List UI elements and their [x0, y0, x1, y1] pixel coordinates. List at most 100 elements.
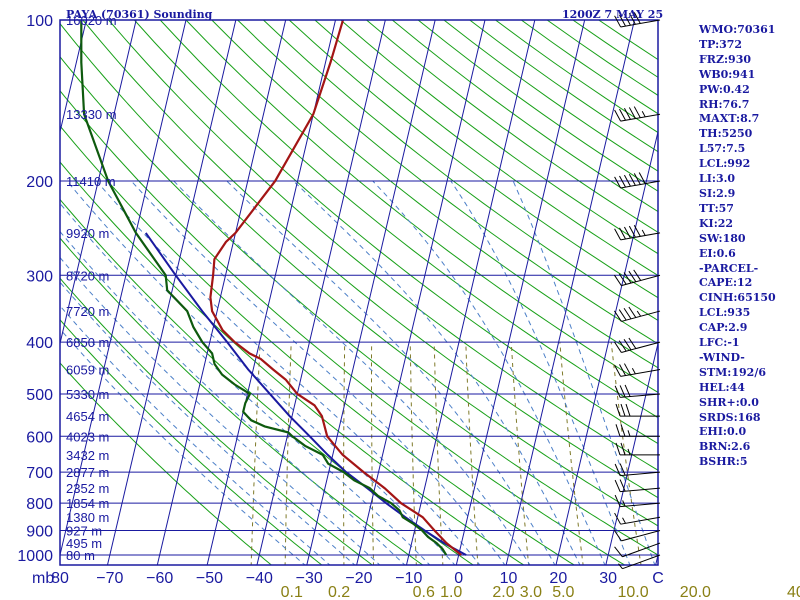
dry-adiabat: [60, 55, 658, 556]
wind-barb: [620, 516, 661, 525]
wind-barb-feather: [614, 176, 622, 189]
mixing-ratio-label: 0.2: [328, 584, 350, 600]
wind-barb-feather: [623, 226, 631, 239]
moist-adiabat: [512, 180, 656, 565]
wind-barb: [620, 471, 661, 477]
isotherm-line: [505, 20, 636, 565]
index-item: SRDS:168: [699, 410, 761, 424]
wind-barb-feather: [620, 424, 626, 437]
wind-barb: [621, 530, 661, 542]
index-item: PW:0.42: [699, 82, 750, 96]
isotherm-line: [0, 8, 39, 566]
wind-barb-feather: [622, 517, 626, 524]
mixing-ratio-label: 5.0: [552, 584, 574, 600]
dry-adiabat: [237, 20, 658, 345]
index-item: BSHR:5: [699, 455, 748, 469]
wind-barb-feather: [628, 306, 637, 318]
index-item: -PARCEL-: [699, 261, 759, 275]
wind-barb-feather: [614, 385, 621, 398]
wind-barb-feather: [615, 424, 621, 437]
wind-barb-feather: [614, 512, 622, 525]
index-item: MAXT:8.7: [699, 112, 760, 126]
height-label: 16020 m: [66, 13, 117, 28]
moist-adiabat: [60, 256, 381, 565]
mixing-ratio-line: [465, 342, 479, 565]
temperature-tick-label: −30: [296, 570, 323, 587]
index-item: LFC:-1: [699, 336, 740, 350]
wind-barb-feather: [619, 227, 626, 240]
temperature-tick-label: 0: [454, 570, 463, 587]
pressure-tick-label: 700: [26, 465, 53, 482]
dry-adiabat: [340, 20, 658, 255]
wind-barbs: [613, 12, 661, 570]
mixing-ratio-label: 20.0: [680, 584, 711, 600]
moist-adiabat: [372, 180, 606, 565]
dry-adiabat: [60, 22, 658, 527]
wind-barb-feather: [628, 270, 637, 283]
wind-barb-feather: [628, 174, 636, 186]
wind-barb: [620, 393, 661, 398]
height-label: 80 m: [66, 548, 95, 563]
mixing-ratio-label: 0.1: [281, 584, 303, 600]
wind-barb: [620, 368, 661, 377]
index-item: SW:180: [699, 231, 746, 245]
wind-barb-feather: [619, 385, 626, 398]
index-item: SI:2.9: [699, 186, 736, 200]
wind-barb-feather: [614, 546, 623, 558]
wind-barb-feather: [614, 463, 621, 476]
dry-adiabat: [60, 237, 424, 565]
index-item: -WIND-: [699, 350, 745, 364]
wind-barb-feather: [627, 448, 631, 456]
index-item: CAPE:12: [699, 276, 753, 290]
observation-time: 1200Z 7 MAY 25: [562, 8, 664, 21]
mixing-ratio-label: 0.6: [413, 584, 435, 600]
mixing-ratio-line: [610, 342, 642, 565]
wind-barb-feather: [623, 13, 631, 26]
temperature-tick-label: −10: [395, 570, 422, 587]
mixing-ratio-label: 10.0: [618, 584, 649, 600]
stability-indices-panel: WMO:70361 TP:372 FRZ:930 WB0:941 PW:0.42 RH:7…: [699, 23, 776, 470]
moist-adiabat: [293, 180, 581, 565]
wind-barb-feather: [615, 442, 621, 456]
wind-barb-feather: [623, 272, 632, 284]
index-item: TT:57: [699, 201, 734, 215]
wind-barb-feather: [619, 14, 626, 27]
wind-barb-feather: [614, 228, 622, 241]
wind-barb-feather: [636, 310, 642, 317]
isotherm-line: [256, 20, 386, 565]
dry-adiabats: [60, 20, 658, 565]
wind-barb-feather: [618, 273, 627, 285]
index-item: FRZ:930: [699, 52, 752, 66]
index-item: LCL:935: [699, 306, 751, 320]
wind-barb-feather: [631, 368, 636, 375]
wind-barb: [621, 310, 661, 322]
moist-adiabat: [60, 305, 331, 565]
plot-frame: [59, 19, 659, 566]
wind-barb-feather: [614, 15, 622, 28]
wind-barb-feather: [625, 403, 631, 417]
mixing-ratio-label: 40.0: [787, 584, 800, 600]
index-item: RH:76.7: [699, 97, 750, 111]
moist-adiabat: [60, 281, 356, 565]
isotherm-line: [106, 20, 237, 565]
dry-adiabat: [60, 277, 374, 565]
wind-barb-feather: [628, 107, 636, 119]
wind-barb-feather: [638, 172, 646, 184]
wind-barb-feather: [619, 479, 626, 492]
moist-adiabat: [131, 180, 506, 565]
wind-barb-feather: [623, 308, 632, 320]
wind-barb-feather: [622, 500, 626, 507]
dry-adiabat: [263, 20, 658, 322]
dewpoint-profile-line: [80, 20, 448, 556]
mixing-ratio-label: 2.0: [492, 584, 514, 600]
temperature-tick-label: −20: [345, 570, 372, 587]
dry-adiabat: [60, 161, 525, 565]
moist-adiabat: [96, 180, 481, 565]
mixing-ratio-line: [409, 342, 417, 565]
wind-barb-feather: [623, 174, 631, 187]
dry-adiabat: [60, 319, 323, 565]
wind-barb-feather: [619, 364, 626, 376]
temperature-tick-label: −60: [146, 570, 173, 587]
pressure-unit-label: mb: [32, 570, 54, 587]
pressure-tick-label: 900: [26, 524, 53, 541]
